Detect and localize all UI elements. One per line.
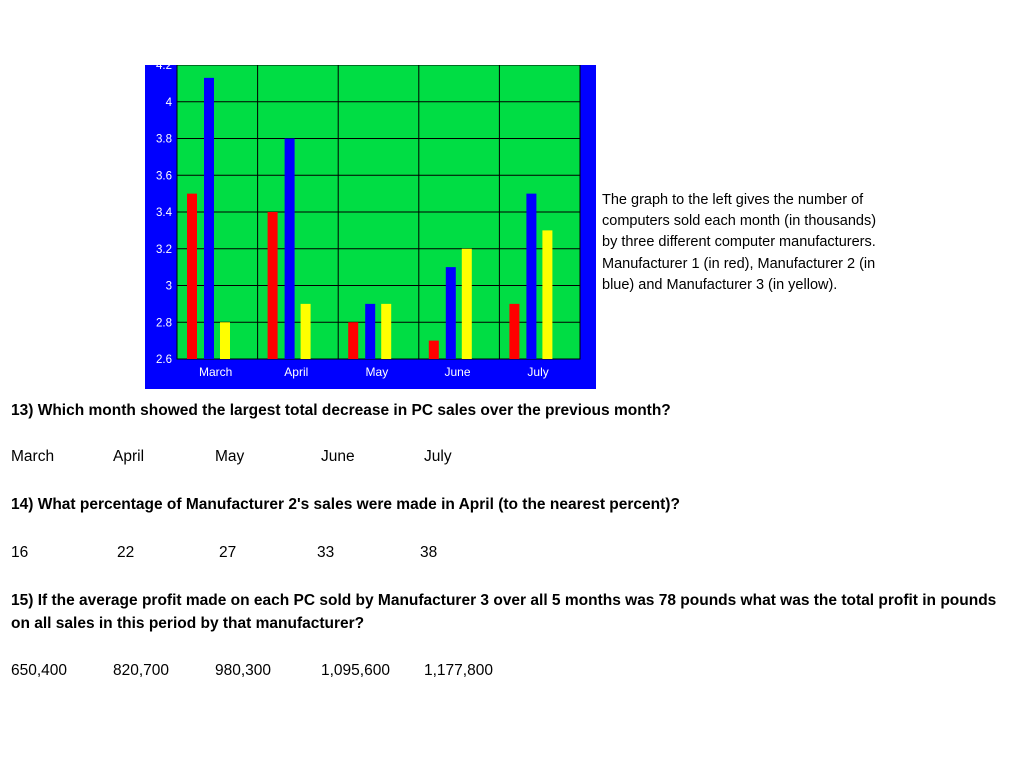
y-tick-label: 4 xyxy=(166,97,173,109)
bar-series2-may xyxy=(365,303,376,359)
question-15: 15) If the average profit made on each P… xyxy=(11,592,997,632)
option-650400[interactable]: 650,400 xyxy=(11,662,68,679)
x-tick-label: May xyxy=(366,365,389,379)
question-14: 14) What percentage of Manufacturer 2's … xyxy=(11,496,680,513)
bar-series1-march xyxy=(187,193,197,359)
x-axis-ticks: March April May June July xyxy=(199,365,549,379)
question-15-options: 650,400 820,700 980,300 1,095,600 1,177,… xyxy=(11,659,1011,683)
x-tick-label: March xyxy=(199,365,232,379)
bar-series3-may xyxy=(381,303,392,359)
x-tick-label: April xyxy=(284,365,308,379)
bar-series1-june xyxy=(428,340,439,359)
option-july[interactable]: July xyxy=(424,448,452,465)
y-tick-label: 4.2 xyxy=(156,65,172,72)
option-820700[interactable]: 820,700 xyxy=(113,662,170,679)
y-tick-label: 3.4 xyxy=(156,207,173,219)
bar-series1-may xyxy=(348,322,359,359)
question-14-options: 16 22 27 33 38 xyxy=(11,541,1011,565)
bar-series2-april xyxy=(284,138,295,359)
x-tick-label: July xyxy=(527,365,548,379)
y-tick-label: 3.6 xyxy=(156,170,172,182)
bar-series3-july xyxy=(542,230,553,359)
option-june[interactable]: June xyxy=(321,448,355,465)
y-tick-label: 2.8 xyxy=(156,317,172,329)
option-22[interactable]: 22 xyxy=(117,544,135,561)
y-axis-ticks: 4.2 4 3.8 3.6 3.4 3.2 3 2.8 2.6 xyxy=(156,65,173,366)
chart-bars xyxy=(187,77,553,360)
bar-chart-svg: 4.2 4 3.8 3.6 3.4 3.2 3 2.8 2.6 March April May Jun… xyxy=(145,65,596,389)
option-27[interactable]: 27 xyxy=(219,544,237,561)
y-tick-label: 3.8 xyxy=(156,134,172,146)
chart-caption: The graph to the left gives the number o… xyxy=(602,192,877,293)
y-tick-label: 2.6 xyxy=(156,354,172,366)
option-38[interactable]: 38 xyxy=(420,544,438,561)
bar-chart: 4.2 4 3.8 3.6 3.4 3.2 3 2.8 2.6 March April May Jun… xyxy=(145,65,596,389)
option-1177800[interactable]: 1,177,800 xyxy=(424,662,493,679)
option-1095600[interactable]: 1,095,600 xyxy=(321,662,390,679)
bar-series1-april xyxy=(267,212,278,359)
option-33[interactable]: 33 xyxy=(317,544,335,561)
question-13-options: March April May June July xyxy=(11,445,1011,469)
bar-series2-march xyxy=(204,77,214,360)
y-tick-label: 3 xyxy=(166,281,172,293)
y-tick-label: 3.2 xyxy=(156,244,172,256)
bar-series3-march xyxy=(220,322,230,359)
x-tick-label: June xyxy=(444,365,470,379)
question-13: 13) Which month showed the largest total… xyxy=(11,402,671,419)
bar-series3-june xyxy=(461,248,472,359)
option-april[interactable]: April xyxy=(113,448,145,465)
plot-border xyxy=(176,65,581,360)
option-may[interactable]: May xyxy=(215,448,245,465)
bar-series2-june xyxy=(445,267,456,359)
option-march[interactable]: March xyxy=(11,448,55,465)
bar-series1-july xyxy=(509,303,520,359)
bar-series3-april xyxy=(300,303,311,359)
bar-series2-july xyxy=(526,193,537,359)
option-16[interactable]: 16 xyxy=(11,544,29,561)
option-980300[interactable]: 980,300 xyxy=(215,662,272,679)
